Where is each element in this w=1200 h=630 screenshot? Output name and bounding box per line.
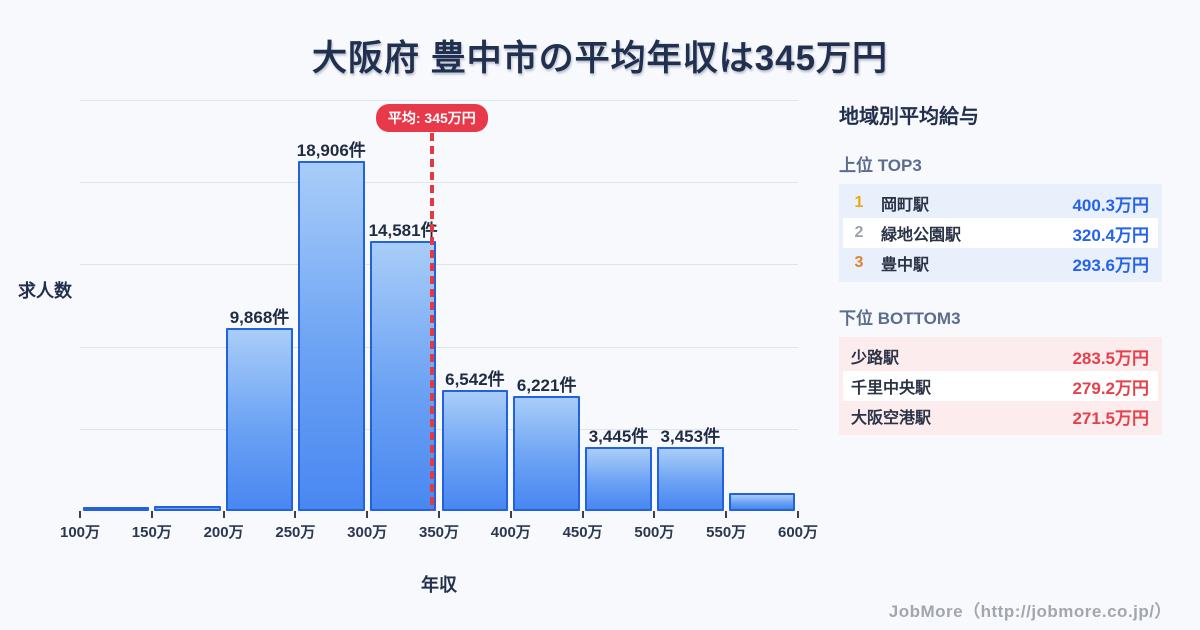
x-tick-label: 300万 — [347, 524, 388, 541]
station-name: 豊中駅 — [881, 257, 930, 274]
station-rank-row: 1 岡町駅 400.3万円 — [843, 188, 1158, 218]
x-tick-label: 250万 — [275, 524, 316, 541]
x-tick — [653, 511, 656, 518]
x-tick-label: 100万 — [59, 524, 101, 541]
histogram-bar — [656, 447, 724, 511]
histogram-bar — [513, 396, 581, 511]
x-tick-label: 400万 — [490, 524, 531, 541]
source-credit: JobMore（http://jobmore.co.jp/） — [888, 602, 1172, 621]
regional-salary-panel: 地域別平均給与 上位 TOP3 1 岡町駅 400.3万円 2 緑地公園駅 320.4万円… — [839, 100, 1162, 435]
bottom3-heading: 下位 BOTTOM3 — [839, 309, 961, 328]
station-name: 千里中央駅 — [851, 380, 932, 397]
gridline — [80, 429, 798, 430]
gridline — [80, 100, 798, 101]
x-tick-label: 500万 — [634, 524, 675, 541]
station-rank-row: 2 緑地公園駅 320.4万円 — [843, 218, 1158, 248]
x-tick — [581, 511, 584, 518]
bottom3-table: 少路駅 283.5万円千里中央駅 279.2万円大阪空港駅 271.5万円 — [839, 337, 1162, 435]
rank-number: 1 — [854, 194, 864, 211]
station-salary-value: 320.4万円 — [1072, 225, 1149, 245]
bar-value-label: 3,453件 — [660, 427, 721, 446]
top3-table: 1 岡町駅 400.3万円 2 緑地公園駅 320.4万円 3 豊中駅 293.6万円 — [839, 184, 1162, 282]
rank-number: 3 — [854, 254, 864, 271]
average-line — [429, 133, 434, 511]
station-salary-value: 400.3万円 — [1072, 195, 1149, 215]
histogram-bar — [154, 506, 222, 511]
bar-value-label: 14,581件 — [368, 221, 438, 240]
x-tick — [294, 511, 297, 518]
x-tick-label: 200万 — [203, 524, 244, 541]
bar-value-label: 6,542件 — [445, 370, 505, 389]
x-tick — [79, 511, 81, 518]
station-rank-row: 3 豊中駅 293.6万円 — [843, 248, 1158, 278]
top3-heading: 上位 TOP3 — [839, 156, 922, 175]
x-tick-label: 600万 — [777, 524, 819, 541]
histogram-bar — [728, 493, 796, 511]
gridline — [80, 264, 798, 265]
x-tick — [797, 511, 799, 518]
y-axis-label: 求人数 — [18, 281, 72, 301]
histogram-bar — [82, 507, 150, 511]
x-tick — [438, 511, 440, 518]
x-tick — [222, 511, 225, 518]
bar-value-label: 18,906件 — [296, 141, 366, 160]
sidebar-title: 地域別平均給与 — [839, 106, 979, 128]
histogram-bar — [226, 328, 293, 511]
station-name: 少路駅 — [851, 350, 900, 367]
gridline — [80, 182, 798, 183]
histogram-bar — [441, 390, 509, 511]
x-tick — [725, 511, 728, 518]
bar-value-label: 3,445件 — [588, 427, 649, 446]
histogram-bar — [369, 241, 437, 511]
station-salary-value: 293.6万円 — [1072, 255, 1149, 275]
histogram-bar — [585, 447, 652, 511]
x-tick-label: 550万 — [706, 524, 747, 541]
page-title: 大阪府 豊中市の平均年収は345万円 — [311, 39, 889, 78]
station-salary-value: 279.2万円 — [1072, 378, 1149, 398]
station-rank-row: 千里中央駅 279.2万円 — [843, 371, 1158, 401]
rank-number: 2 — [854, 224, 864, 241]
gridline — [80, 347, 798, 348]
x-tick — [509, 511, 512, 518]
station-rank-row: 少路駅 283.5万円 — [843, 341, 1158, 371]
station-salary-value: 283.5万円 — [1072, 348, 1149, 368]
bar-value-label: 9,868件 — [229, 308, 290, 327]
x-tick-label: 350万 — [418, 524, 460, 541]
bar-value-label: 6,221件 — [516, 376, 577, 395]
x-tick-label: 150万 — [131, 524, 172, 541]
histogram-plot: 9,868件 18,906件 14,581件 6,542件 6,221件 3,445件 3,… — [60, 100, 818, 541]
station-rank-row: 大阪空港駅 271.5万円 — [843, 401, 1158, 431]
average-badge: 平均: 345万円 — [375, 104, 488, 132]
x-tick — [150, 511, 153, 518]
x-tick — [366, 511, 369, 518]
x-tick-label: 450万 — [562, 524, 603, 541]
histogram-bar — [297, 161, 365, 511]
x-axis-label: 年収 — [421, 575, 457, 595]
station-name: 緑地公園駅 — [881, 227, 962, 244]
station-name: 大阪空港駅 — [851, 410, 932, 427]
station-salary-value: 271.5万円 — [1072, 408, 1149, 428]
station-name: 岡町駅 — [881, 197, 930, 214]
